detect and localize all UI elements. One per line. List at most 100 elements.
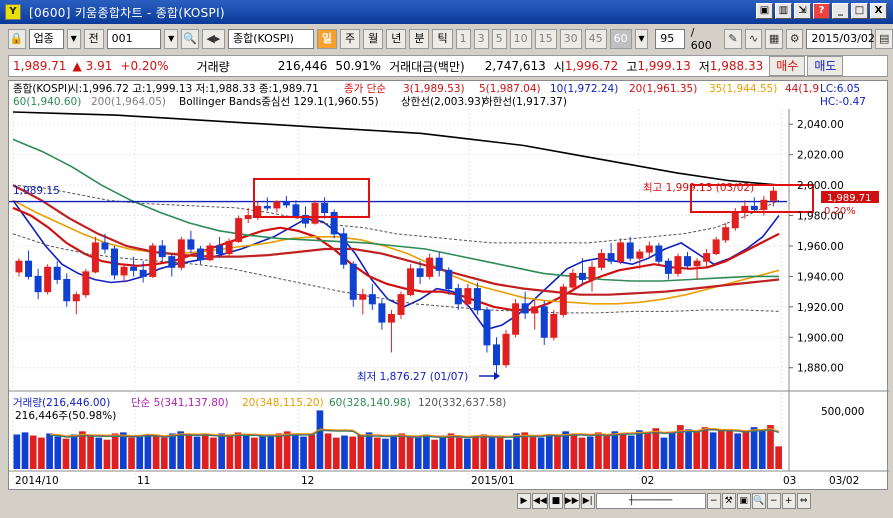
volume-bar — [750, 427, 758, 469]
volume-bar — [668, 433, 676, 469]
candle — [187, 239, 195, 250]
volume-bar — [54, 436, 62, 469]
volume-bar — [537, 437, 545, 469]
pin-window-button[interactable]: ▣ — [756, 3, 773, 19]
candle — [254, 205, 262, 217]
volume-bar — [423, 434, 430, 469]
gear-icon[interactable]: ⚙ — [785, 29, 804, 49]
volume-bar — [259, 436, 266, 469]
count-input[interactable]: 95 — [655, 29, 685, 49]
end-icon[interactable]: ▶| — [580, 493, 595, 509]
volume-bar — [316, 410, 324, 469]
candle — [454, 288, 462, 305]
period-minute-tab[interactable]: 분 — [409, 29, 430, 49]
zoom-search-icon[interactable]: 🔍 — [751, 493, 766, 509]
market-select[interactable]: 업종 — [28, 29, 64, 49]
plus-icon[interactable]: + — [781, 493, 796, 509]
help-button[interactable]: ? — [813, 3, 830, 19]
volume-bar — [29, 435, 37, 469]
volume-bar — [627, 435, 635, 469]
last-page-icon[interactable]: ▶▶ — [563, 493, 580, 509]
zoom-slider[interactable]: ┼─────── — [595, 493, 706, 509]
zoom-out-icon[interactable]: − — [706, 493, 721, 509]
lock-icon[interactable]: 🔒 — [8, 29, 26, 49]
export-window-button[interactable]: ⇲ — [794, 3, 811, 19]
indicator-icon[interactable]: ∿ — [744, 29, 763, 49]
period-tick-tab[interactable]: 틱 — [432, 29, 453, 49]
speaker-icon[interactable]: ◀▸ — [201, 29, 225, 49]
volume-ma5-legend: 단순 5(341,137.80) — [131, 397, 229, 409]
candle — [559, 286, 567, 315]
tile-window-button[interactable]: ▥ — [775, 3, 792, 19]
candle — [63, 278, 71, 302]
interval-dropdown-icon[interactable]: ▼ — [634, 29, 649, 49]
interval-15-button[interactable]: 15 — [534, 29, 557, 49]
volume-bar — [578, 437, 586, 469]
volume-bar — [193, 436, 201, 469]
interval-10-button[interactable]: 10 — [509, 29, 532, 49]
high-label: 고 — [626, 59, 638, 74]
hc-value: HC:-0.47 — [820, 96, 866, 108]
sell-button[interactable]: 매도 — [807, 56, 844, 76]
volume-bar — [144, 434, 152, 469]
candle — [722, 227, 730, 241]
close-button[interactable]: X — [870, 3, 887, 19]
volume-value: 216,446 — [277, 59, 328, 73]
candle — [703, 253, 711, 262]
stop-icon[interactable]: ■ — [548, 493, 563, 509]
chart-panel[interactable]: 2,040.00 2,020.00 2,000.00 1,980.00 1,960.00… — [8, 80, 889, 491]
date-input[interactable]: 2015/03/02 — [806, 29, 875, 49]
interval-5-button[interactable]: 5 — [491, 29, 507, 49]
candle — [168, 256, 176, 268]
code-dropdown-icon[interactable]: ▼ — [164, 29, 179, 49]
chevron-down-icon[interactable]: ▼ — [66, 29, 81, 49]
candle — [674, 256, 682, 274]
candlestick-chart[interactable]: 2,040.00 2,020.00 2,000.00 1,980.00 1,960.00… — [9, 81, 889, 491]
period-day-tab[interactable]: 일 — [316, 29, 337, 49]
minus-icon[interactable]: − — [766, 493, 781, 509]
candle — [340, 233, 348, 265]
ma-line-200 — [12, 111, 780, 186]
volume-bar — [742, 431, 750, 469]
interval-3-button[interactable]: 3 — [473, 29, 489, 49]
ma-line-10 — [12, 199, 780, 331]
screenshot-icon[interactable]: ▣ — [736, 493, 751, 509]
search-icon[interactable]: 🔍 — [181, 29, 199, 49]
interval-1-button[interactable]: 1 — [455, 29, 471, 49]
window-title: [0600] 키움종합차트 - 종합(KOSPI) — [29, 5, 225, 20]
candle — [588, 266, 596, 280]
first-page-icon[interactable]: ◀◀ — [532, 493, 548, 509]
candle — [540, 306, 548, 338]
prev-button[interactable]: 전 — [83, 29, 104, 49]
volume-bar — [734, 433, 742, 469]
candle — [569, 272, 577, 288]
code-input[interactable]: 001 — [106, 29, 162, 49]
candle — [44, 266, 52, 293]
minimize-button[interactable]: _ — [832, 3, 849, 19]
candle — [531, 306, 539, 314]
high-value: 1,999.13 — [637, 59, 691, 73]
tool-icon[interactable]: ⚒ — [721, 493, 736, 509]
volume-bar — [685, 429, 692, 469]
candle — [34, 275, 42, 293]
fit-icon[interactable]: ⇔ — [796, 493, 811, 509]
calendar-icon[interactable]: ▤ — [875, 29, 893, 49]
maximize-button[interactable]: □ — [851, 3, 868, 19]
period-year-tab[interactable]: 년 — [386, 29, 407, 49]
candle — [368, 294, 376, 305]
candle — [655, 245, 663, 262]
interval-30-button[interactable]: 30 — [559, 29, 582, 49]
buy-button[interactable]: 매수 — [769, 56, 806, 76]
candle — [302, 215, 309, 224]
y-tick-label: 1,940.00 — [797, 271, 844, 283]
y-tick-label: 1,960.00 — [797, 241, 844, 253]
candle — [15, 260, 23, 273]
interval-60-button[interactable]: 60 — [609, 29, 632, 49]
interval-45-button[interactable]: 45 — [584, 29, 607, 49]
chart-tool-icon[interactable]: ✎ — [724, 29, 742, 49]
scroll-right-icon[interactable]: ▶ — [517, 493, 531, 509]
period-week-tab[interactable]: 주 — [339, 29, 361, 49]
volume-bar — [652, 428, 660, 469]
grid-icon[interactable]: ▦ — [765, 29, 783, 49]
period-month-tab[interactable]: 월 — [363, 29, 384, 49]
